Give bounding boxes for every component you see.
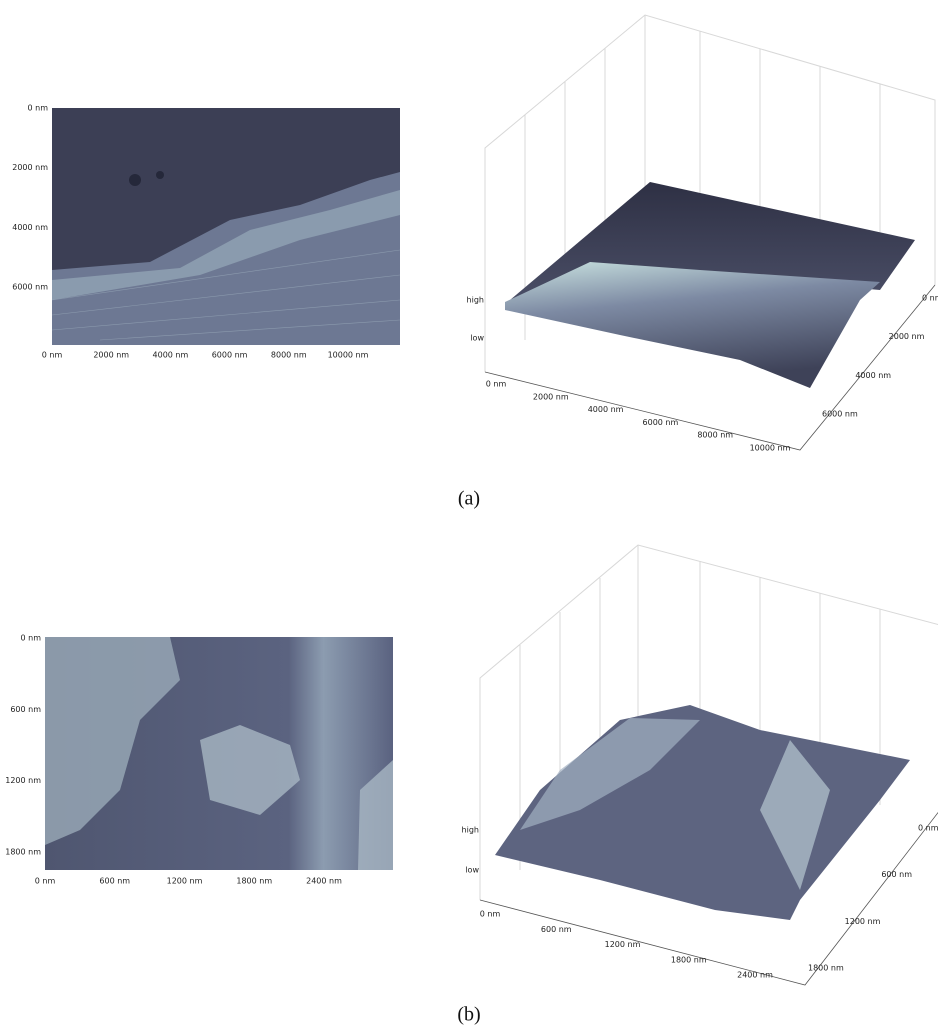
y-tick-label: 4000 nm (12, 223, 48, 232)
x-tick-label: 10000 nm (328, 351, 369, 360)
x-tick-label: 1800 nm (236, 877, 272, 886)
x-tick-label: 1200 nm (167, 877, 203, 886)
figure: 0 nm 2000 nm 4000 nm 6000 nm 0 nm 2000 nm 4000… (0, 0, 938, 1030)
x-tick-label: 600 nm (541, 925, 572, 934)
y-tick-label: 0 nm (918, 824, 938, 833)
sem-image-a (52, 108, 400, 345)
x-tick-label: 8000 nm (271, 351, 307, 360)
y-tick-label: 600 nm (10, 705, 41, 714)
y-tick-label: 1200 nm (5, 776, 41, 785)
x-tick-label: 8000 nm (697, 431, 733, 440)
x-tick-label: 0 nm (486, 380, 507, 389)
x-tick-label: 0 nm (42, 351, 63, 360)
x-tick-label: 1200 nm (605, 940, 641, 949)
x-tick-label: 2400 nm (737, 971, 773, 980)
page: {"panel_a": { "image_y_ticks": ["0 nm", … (0, 0, 938, 1030)
surface-plot-a (485, 15, 935, 450)
x-tick-label: 600 nm (99, 877, 130, 886)
sem-image-b (45, 637, 393, 870)
x-tick-label: 6000 nm (643, 418, 679, 427)
z-tick-label: high (467, 296, 484, 305)
y-tick-label: 0 nm (21, 634, 42, 643)
y-tick-label: 600 nm (881, 870, 912, 879)
y-tick-label: 1800 nm (808, 964, 844, 973)
x-tick-label: 2400 nm (306, 877, 342, 886)
y-tick-label: 6000 nm (822, 410, 858, 419)
y-tick-label: 1200 nm (845, 917, 881, 926)
x-tick-label: 10000 nm (750, 444, 791, 453)
x-tick-label: 2000 nm (93, 351, 129, 360)
x-tick-label: 1800 nm (671, 955, 707, 964)
caption: (b) (457, 1004, 480, 1026)
x-tick-label: 4000 nm (153, 351, 189, 360)
x-tick-label: 0 nm (480, 910, 501, 919)
z-tick-label: low (465, 866, 479, 875)
x-tick-label: 0 nm (35, 877, 56, 886)
z-tick-label: high (462, 826, 479, 835)
y-tick-label: 0 nm (922, 294, 938, 303)
y-tick-label: 2000 nm (12, 163, 48, 172)
x-tick-label: 4000 nm (588, 405, 624, 414)
y-tick-label: 0 nm (28, 104, 49, 113)
y-tick-label: 1800 nm (5, 848, 41, 857)
z-tick-label: low (470, 334, 484, 343)
y-tick-label: 4000 nm (855, 371, 891, 380)
x-tick-label: 2000 nm (533, 392, 569, 401)
x-tick-label: 6000 nm (212, 351, 248, 360)
y-tick-label: 2000 nm (889, 332, 925, 341)
caption: (a) (458, 488, 480, 510)
y-tick-label: 6000 nm (12, 283, 48, 292)
